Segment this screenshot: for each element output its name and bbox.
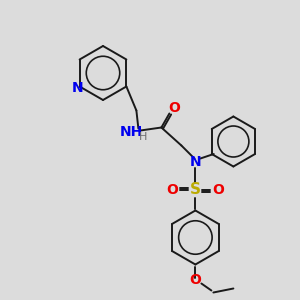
Text: S: S: [190, 182, 201, 197]
Text: N: N: [190, 154, 201, 169]
Text: NH: NH: [120, 125, 143, 140]
Text: O: O: [189, 274, 201, 287]
Text: O: O: [167, 182, 178, 197]
Text: H: H: [139, 133, 148, 142]
Text: O: O: [212, 182, 224, 197]
Text: N: N: [72, 80, 83, 94]
Text: O: O: [168, 101, 180, 116]
